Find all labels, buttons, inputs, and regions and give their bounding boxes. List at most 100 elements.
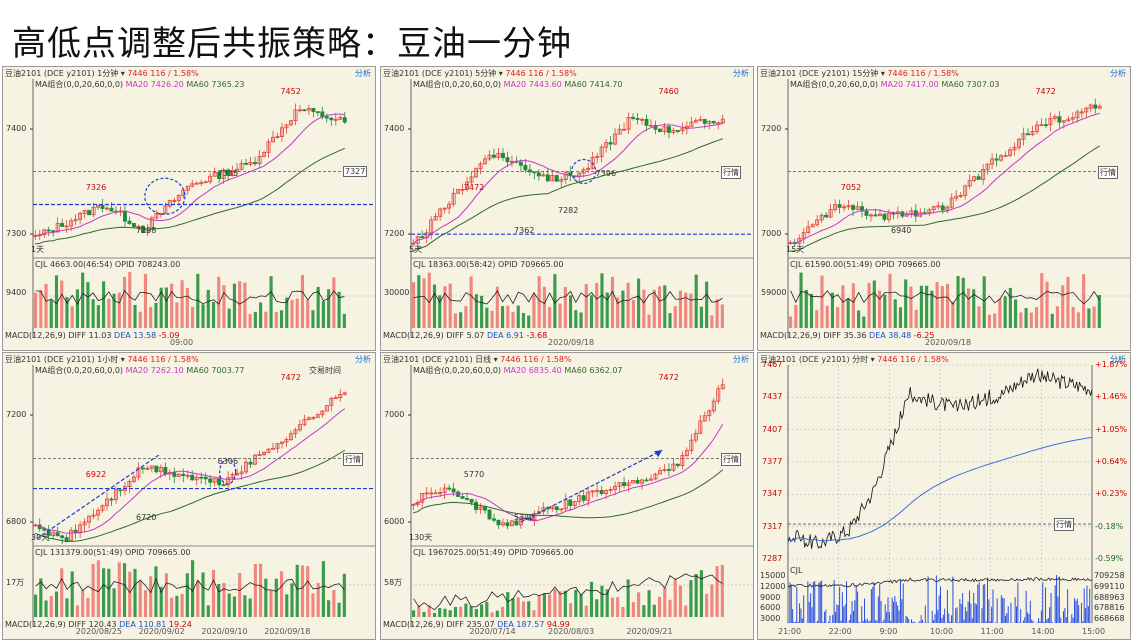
volume-axis-tick: 12000 (760, 582, 785, 591)
volume-bar (186, 573, 189, 617)
volume-bar (543, 593, 546, 617)
percent-axis-tick: +1.05% (1095, 425, 1127, 434)
volume-bar (527, 316, 530, 328)
volume-bar (1067, 589, 1068, 623)
volume-bar (1064, 608, 1065, 623)
exchange-code: (DCE y2101) (419, 355, 475, 364)
analysis-tool-button[interactable]: 分析 (733, 354, 749, 365)
volume-bar (459, 607, 462, 617)
period-select[interactable]: 1小时 (97, 355, 118, 364)
volume-bar (858, 622, 859, 623)
volume-bar (1009, 288, 1012, 328)
exchange-code: (DCE y2101) (419, 69, 475, 78)
candle-body (533, 172, 536, 173)
volume-bar (595, 283, 598, 328)
chart-panel-5[interactable]: 豆油2101 (DCE y2101) 日线 ▾ 7446 116 / 1.58%… (380, 352, 754, 640)
candle-body (119, 490, 122, 491)
candle-body (506, 158, 509, 162)
period-select[interactable]: 5分钟 (475, 69, 496, 78)
period-select[interactable]: 15分钟 (852, 69, 878, 78)
candle-body (667, 127, 670, 133)
volume-header: CJL 4663.00(46:54) OPID 708243.00 (35, 260, 180, 269)
volume-bar (663, 588, 666, 617)
volume-bar (943, 615, 944, 623)
candle-body (874, 215, 877, 216)
volume-bar (921, 615, 922, 623)
price-axis-tick: 7000 (384, 410, 404, 419)
chart-panel-4[interactable]: 豆油2101 (DCE y2101) 1小时 ▾ 7446 116 / 1.58… (2, 352, 376, 640)
chart-panel-1[interactable]: 豆油2101 (DCE y2101) 1分钟 ▾ 7446 116 / 1.58… (2, 66, 376, 351)
volume-bar (144, 274, 147, 328)
volume-bar (1031, 620, 1032, 623)
volume-bar (1084, 589, 1085, 623)
volume-bar (962, 593, 963, 623)
ma-legend: MA组合(0,0,20,60,0,0) MA20 7417.00 MA60 73… (790, 79, 1000, 90)
candle-body (173, 473, 176, 477)
volume-bar (850, 614, 851, 623)
analysis-tool-button[interactable]: 分析 (355, 68, 371, 79)
volume-bar (868, 283, 871, 328)
volume-bar (962, 278, 965, 328)
price-tag: 行情 (1054, 518, 1074, 531)
volume-bar (128, 272, 131, 328)
period-select[interactable]: 日线 (475, 355, 491, 364)
volume-bar (799, 603, 800, 623)
date-axis-label: 2020/09/18 (925, 338, 971, 347)
volume-bar (485, 308, 488, 328)
volume-bar (883, 295, 886, 328)
period-select[interactable]: 1分钟 (97, 69, 118, 78)
volume-bar (475, 609, 478, 617)
volume-bar (813, 582, 814, 623)
price-axis-tick: 6800 (6, 517, 26, 526)
volume-bar (1046, 619, 1047, 623)
volume-bar (1063, 611, 1064, 623)
volume-bar (875, 620, 876, 623)
volume-bar (789, 582, 790, 623)
price-axis-tick: 7200 (384, 229, 404, 238)
volume-bar (270, 276, 273, 328)
volume-bar (611, 598, 614, 617)
volume-bar (632, 300, 635, 328)
chart-panel-3[interactable]: 豆油2101 (DCE y2101) 15分钟 ▾ 7446 116 / 1.5… (757, 66, 1131, 351)
volume-bar (959, 599, 960, 623)
volume-bar (637, 592, 640, 617)
analysis-tool-button[interactable]: 分析 (733, 68, 749, 79)
candle-body (123, 211, 126, 221)
volume-bar (165, 573, 168, 617)
analysis-tool-button[interactable]: 分析 (1110, 68, 1126, 79)
volume-bar (60, 281, 63, 328)
volume-bar (44, 284, 47, 328)
volume-bar (856, 585, 857, 623)
candle-body (470, 499, 473, 502)
analysis-tool-button[interactable]: 分析 (355, 354, 371, 365)
candle-body (61, 536, 64, 538)
chart-panel-6[interactable]: 豆油2101 (DCE y2101) 分时 ▾ 7446 116 / 1.58%… (757, 352, 1131, 640)
volume-bar (887, 597, 888, 623)
ma-combo-label: MA组合(0,0,20,60,0,0) (413, 80, 504, 89)
ma20-value: MA20 7417.00 (881, 80, 942, 89)
volume-bar (632, 602, 635, 617)
volume-bar (175, 302, 178, 328)
extreme-price-label: 7472 (658, 373, 678, 382)
volume-bar (1006, 613, 1007, 623)
ma-legend: MA组合(0,0,20,60,0,0) MA20 6835.40 MA60 63… (413, 365, 623, 376)
date-axis-label: 2020/09/18 (264, 627, 310, 636)
volume-bar (700, 570, 703, 617)
volume-bar (501, 607, 504, 617)
volume-bar (238, 281, 241, 328)
volume-bar (658, 597, 661, 617)
volume-bar (422, 612, 425, 617)
extreme-price-label: 7452 (280, 87, 300, 96)
macd-header: MACD(12,26,9) DIFF 5.07 DEA 6.91 -3.68 (383, 331, 547, 340)
volume-bar (422, 278, 425, 328)
ma20-value: MA20 7443.60 (504, 80, 565, 89)
exchange-code: (DCE y2101) (796, 69, 852, 78)
volume-bar (811, 607, 812, 623)
candle-body (253, 162, 256, 163)
volume-bar (950, 622, 951, 623)
period-select[interactable]: 分时 (852, 355, 868, 364)
chart-panel-2[interactable]: 豆油2101 (DCE y2101) 5分钟 ▾ 7446 116 / 1.58… (380, 66, 754, 351)
volume-bar (805, 290, 808, 328)
volume-bar (306, 300, 309, 328)
extreme-price-label: 6940 (891, 226, 911, 235)
